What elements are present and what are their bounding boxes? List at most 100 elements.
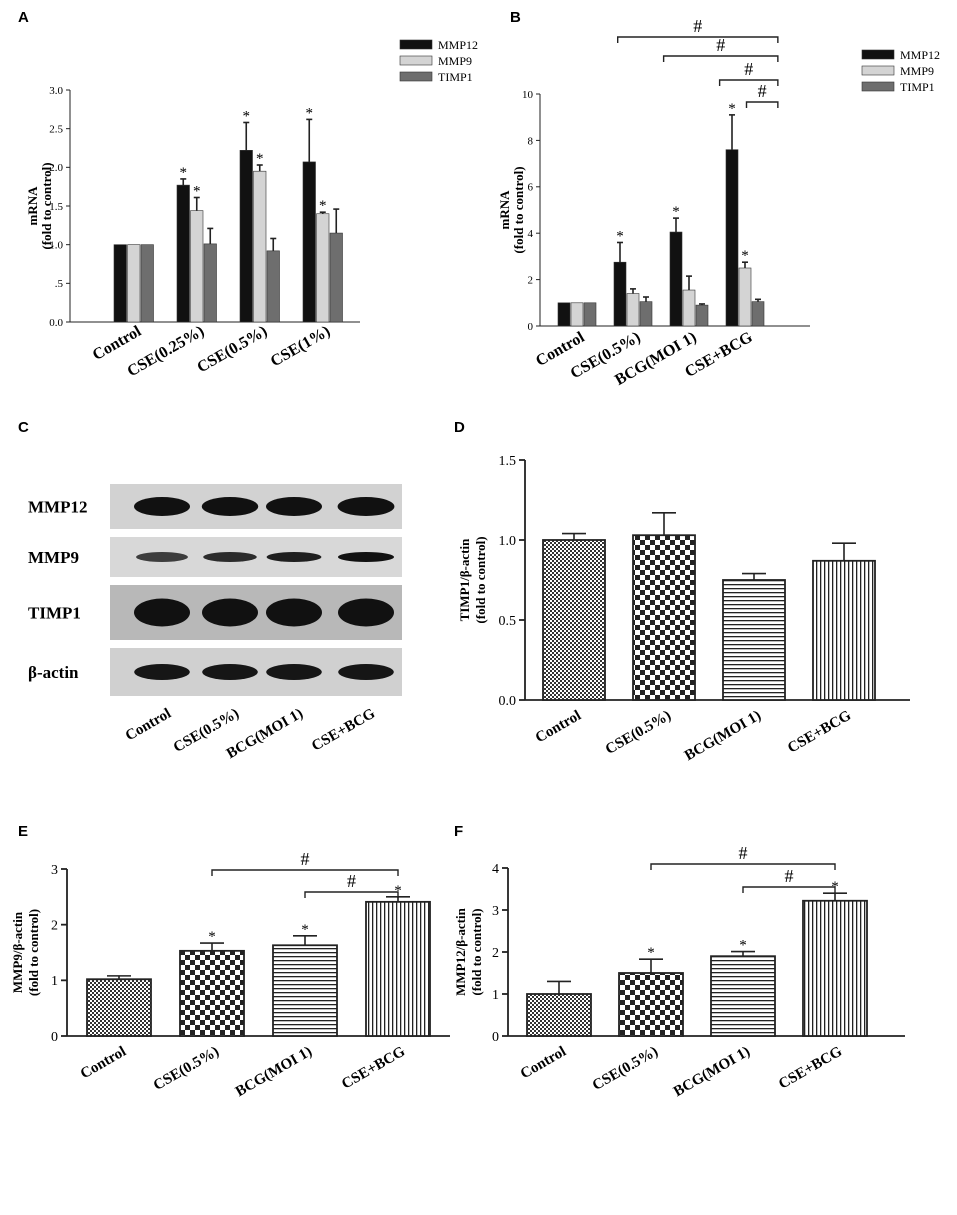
- chart-a-mrna-dose: 0.0 .5 1.0 1.5 2.0 2.5 3.0 mRNA (fold to control…: [25, 38, 478, 380]
- chart-b-legend-swatch-mmp12: [861, 49, 895, 60]
- chart-b-legend-label-timp1: TIMP1: [900, 80, 935, 94]
- chart-e-x-tick-label: BCG(MOI 1): [233, 1044, 315, 1101]
- chart-f-y-tick-label: 1: [492, 988, 499, 1003]
- chart-f-bar: [802, 899, 868, 1037]
- chart-f-y-tick-label: 0: [492, 1030, 499, 1045]
- panel-letter-b: B: [510, 9, 521, 26]
- chart-b-legend-label-mmp12: MMP12: [900, 48, 940, 62]
- chart-a-bar-timp1: [203, 243, 217, 323]
- chart-a-bar-mmp12: [302, 161, 316, 323]
- panel-letter-a: A: [18, 9, 29, 26]
- chart-b-hash-label: #: [693, 16, 702, 36]
- blot-band: [338, 598, 394, 627]
- chart-b-legend-swatch-mmp9: [861, 65, 895, 76]
- chart-e-y-label-1: MMP9/β-actin: [10, 911, 25, 993]
- chart-f-hash-label: #: [785, 866, 794, 886]
- chart-a-significance-star: *: [306, 105, 314, 121]
- chart-b-bar-mmp9: [738, 267, 752, 327]
- blot-band: [136, 552, 188, 562]
- blot-band: [338, 552, 394, 562]
- chart-e-bar: [179, 949, 245, 1037]
- chart-b-hash-label: #: [716, 35, 725, 55]
- blot-band: [266, 598, 322, 627]
- chart-b-bar-mmp12: [669, 231, 683, 327]
- chart-f-bar: [618, 972, 684, 1037]
- chart-e-bar: [86, 978, 152, 1037]
- chart-a-bar-mmp9: [253, 170, 267, 323]
- chart-d-x-tick-label: CSE+BCG: [785, 707, 854, 756]
- chart-e-bar: [365, 900, 431, 1037]
- chart-e-x-tick-label: CSE+BCG: [339, 1043, 408, 1092]
- blot-lane-label: CSE+BCG: [309, 705, 378, 754]
- blot-row-label-4: β-actin: [28, 663, 79, 682]
- chart-a-legend-label-mmp9: MMP9: [438, 54, 472, 68]
- chart-b-y-tick-label: 8: [528, 135, 534, 147]
- chart-b-bar-mmp9: [626, 293, 640, 327]
- panel-letter-e: E: [18, 823, 28, 840]
- chart-a-y-label-2: (fold to control): [39, 162, 54, 249]
- chart-e-significance-star: *: [301, 922, 309, 938]
- blot-band: [338, 664, 394, 680]
- blot-band: [134, 598, 190, 627]
- chart-a-y-tick-label: 2.0: [49, 162, 63, 174]
- chart-d-y-label-1: TIMP1/β-actin: [457, 538, 472, 621]
- chart-a-x-tick-label: CSE(1%): [268, 323, 333, 371]
- chart-a-x-tick-label: CSE(0.5%): [194, 323, 270, 377]
- chart-e-y-label-2: (fold to control): [26, 909, 41, 996]
- chart-a-bar-mmp12: [176, 184, 190, 323]
- chart-a-bar-timp1: [329, 232, 343, 323]
- blot-band: [202, 598, 258, 627]
- chart-e-x-tick-label: CSE(0.5%): [151, 1044, 222, 1094]
- chart-f-x-tick-label: CSE(0.5%): [590, 1044, 661, 1094]
- chart-b-legend-swatch-timp1: [861, 81, 895, 92]
- chart-a-bar-timp1: [140, 244, 154, 323]
- chart-f-bar: [526, 993, 592, 1037]
- blot-band: [266, 664, 322, 680]
- chart-b-bar-timp1: [695, 304, 709, 327]
- chart-f-x-tick-label: Control: [518, 1044, 569, 1083]
- chart-d-bar: [542, 539, 606, 701]
- blot-band: [337, 497, 395, 516]
- chart-a-significance-star: *: [319, 198, 327, 214]
- chart-e-bracket: [211, 869, 399, 876]
- chart-a-bar-mmp12: [239, 150, 253, 323]
- chart-a-legend-swatch-mmp9: [399, 55, 433, 66]
- chart-e-mmp9: 0 1 2 3 MMP9/β-actin (fold to control) * * * Cont…: [10, 849, 450, 1100]
- chart-e-y-tick-label: 0: [51, 1030, 58, 1045]
- panel-letter-d: D: [454, 419, 465, 436]
- chart-b-y-tick-label: 6: [528, 182, 534, 194]
- chart-f-significance-star: *: [739, 938, 747, 954]
- blot-band: [266, 552, 322, 562]
- chart-f-hash-label: #: [739, 843, 748, 863]
- blot-band: [202, 664, 258, 680]
- blot-band: [203, 552, 257, 562]
- chart-f-significance-star: *: [647, 945, 655, 961]
- chart-e-hash-label: #: [347, 871, 356, 891]
- chart-f-bracket: [742, 886, 836, 893]
- chart-d-x-tick-label: CSE(0.5%): [603, 708, 674, 758]
- chart-d-timp1: 0.0 0.5 1.0 1.5 TIMP1/β-actin (fold to contro…: [457, 454, 910, 764]
- chart-b-y-tick-label: 2: [528, 274, 534, 286]
- chart-b-y-tick-label: 0: [528, 321, 534, 333]
- chart-b-bracket: [718, 79, 779, 86]
- chart-b-legend-label-mmp9: MMP9: [900, 64, 934, 78]
- chart-e-bracket: [304, 891, 399, 898]
- blot-band: [134, 497, 190, 516]
- chart-b-bar-timp1: [639, 301, 653, 327]
- chart-a-y-label-1: mRNA: [25, 186, 40, 226]
- blot-lane-label: Control: [123, 706, 174, 745]
- chart-d-x-tick-label: Control: [533, 708, 584, 747]
- chart-d-y-tick-label: 0.0: [499, 694, 517, 709]
- chart-b-bracket: [662, 55, 779, 62]
- chart-a-bar-mmp12: [113, 244, 127, 323]
- chart-f-y-tick-label: 4: [492, 862, 499, 877]
- chart-e-significance-star: *: [208, 929, 216, 945]
- chart-a-y-tick-label: 3.0: [49, 85, 63, 97]
- chart-a-significance-star: *: [180, 165, 188, 181]
- chart-a-bar-mmp9: [316, 213, 330, 323]
- chart-d-y-tick-label: 1.0: [499, 534, 517, 549]
- chart-b-bar-mmp12: [725, 149, 739, 327]
- chart-b-y-label-1: mRNA: [497, 190, 512, 230]
